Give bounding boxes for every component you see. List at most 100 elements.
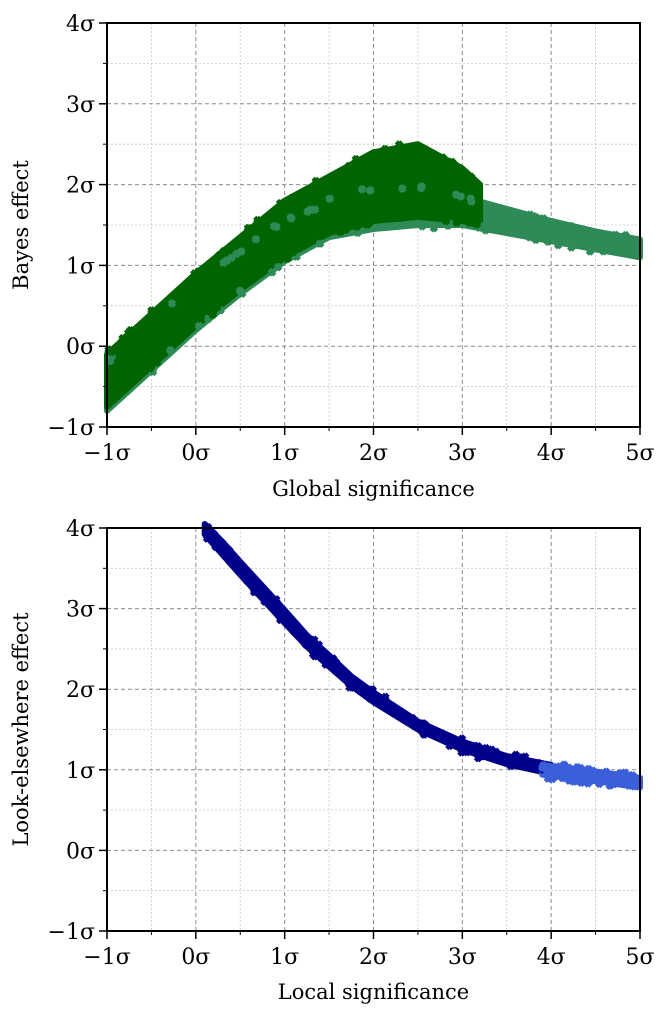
scatter-point [288, 247, 298, 257]
scatter-point [308, 649, 318, 659]
scatter-point [279, 253, 289, 263]
scatter-point [223, 293, 232, 303]
scatter-point [512, 209, 522, 219]
scatter-point [441, 216, 451, 226]
scatter-point [301, 639, 310, 649]
x-tick-label: 4σ [537, 945, 566, 970]
scatter-point [398, 211, 408, 221]
y-tick-label: 1σ [66, 759, 95, 784]
scatter-point [211, 542, 220, 552]
scatter-point [466, 197, 476, 206]
scatter-point [593, 775, 603, 785]
scatter-point [136, 321, 146, 331]
axis-ticks: −1σ 0σ 1σ 2σ 3σ 4σ 5σ −1σ 0σ 1σ 2σ 3σ 4σ [48, 517, 655, 970]
scatter-point [456, 192, 466, 201]
x-axis-title: Local significance [278, 980, 469, 1004]
x-tick-label: 2σ [359, 945, 388, 970]
scatter-point [362, 217, 372, 227]
scatter-point [314, 640, 324, 650]
x-tick-label: 3σ [448, 945, 477, 970]
y-tick-label: 2σ [66, 174, 95, 199]
scatter-point [322, 228, 332, 238]
scatter-point [553, 240, 563, 250]
scatter-point [368, 685, 377, 694]
x-tick-label: 1σ [270, 945, 299, 970]
scatter-point [397, 184, 407, 193]
scatter-point [118, 333, 128, 343]
scatter-point [526, 759, 536, 769]
scatter-point [351, 154, 361, 164]
x-tick-label: 3σ [448, 441, 477, 466]
scatter-point [267, 267, 277, 277]
x-tick-label: 5σ [625, 945, 654, 970]
scatter-point [418, 727, 428, 737]
scatter-point [303, 207, 312, 216]
scatter-point [165, 345, 175, 355]
scatter-point [209, 529, 219, 539]
scatter-point [473, 741, 483, 751]
y-axis-title: Bayes effect [9, 160, 33, 290]
scatter-point [457, 734, 467, 744]
scatter-point [509, 759, 519, 769]
scatter-point [552, 762, 561, 772]
x-tick-label: 0σ [181, 441, 210, 466]
scatter-point [601, 767, 611, 777]
scatter-point [542, 762, 551, 772]
scatter-point [583, 778, 593, 788]
x-tick-label: 1σ [270, 441, 299, 466]
scatter-point [380, 144, 390, 154]
scatter-point [289, 626, 299, 636]
scatter-point [408, 713, 417, 723]
scatter-point [126, 325, 135, 335]
y-tick-label: 0σ [66, 839, 95, 864]
scatter-point [473, 753, 483, 763]
scatter-point [152, 358, 162, 367]
scatter-point [609, 779, 619, 789]
scatter-point [114, 389, 124, 398]
scatter-point [183, 278, 193, 287]
scatter-point [352, 677, 362, 687]
bayes-effect-panel: −1σ 0σ 1σ 2σ 3σ 4σ 5σ −1σ 0σ 1σ 2σ 3σ 4σ Global sign… [9, 12, 655, 501]
scatter-point [325, 194, 335, 204]
scatter-point [566, 221, 576, 231]
scatter-point [224, 545, 234, 555]
scatter-point [412, 210, 421, 220]
scatter-point [611, 230, 620, 240]
scatter-point [271, 595, 281, 604]
scatter-point [584, 764, 593, 774]
scatter-point [531, 235, 541, 245]
scatter-point [394, 140, 404, 150]
scatter-point [214, 250, 224, 260]
x-tick-label: 2σ [359, 441, 388, 466]
scatter-point [352, 222, 362, 232]
grid [106, 527, 641, 932]
axis-ticks: −1σ 0σ 1σ 2σ 3σ 4σ 5σ −1σ 0σ 1σ 2σ 3σ 4σ [48, 12, 655, 466]
scatter-point [468, 217, 478, 227]
scatter-point [315, 239, 325, 249]
scatter-point [605, 232, 615, 242]
scatter-point [543, 232, 552, 242]
scatter-point [487, 745, 496, 755]
y-tick-label: 4σ [66, 517, 95, 542]
scatter-point [457, 747, 466, 757]
scatter-point [194, 321, 204, 331]
scatter-point [598, 246, 608, 256]
scatter-point [481, 225, 491, 235]
y-tick-label: 4σ [66, 12, 95, 37]
y-tick-label: 3σ [66, 598, 95, 623]
scatter-point [253, 221, 262, 231]
scatter-point [429, 223, 439, 233]
scatter-point [585, 246, 595, 256]
scatter-point [147, 306, 156, 315]
scatter-point [576, 776, 586, 786]
scatter-point [366, 693, 376, 702]
scatter-point [247, 580, 257, 590]
scatter-point [249, 587, 259, 597]
scatter-point [275, 198, 285, 208]
scatter-point [357, 184, 367, 194]
scatter-point [260, 597, 270, 606]
scatter-point [276, 615, 285, 625]
scatter-point [438, 153, 448, 162]
x-tick-label: −1σ [83, 945, 130, 970]
